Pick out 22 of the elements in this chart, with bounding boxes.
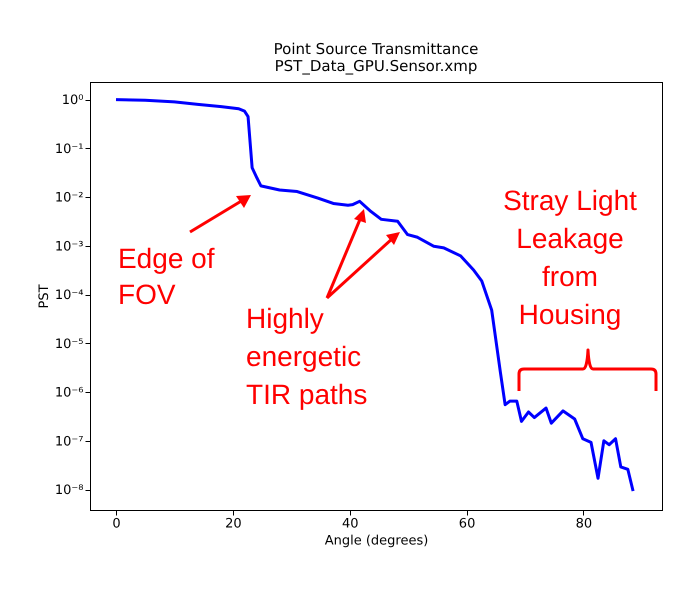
chart-title: Point Source Transmittance (274, 40, 478, 58)
chart-subtitle: PST_Data_GPU.Sensor.xmp (274, 57, 478, 75)
x-tick-label: 20 (225, 516, 242, 532)
y-tick-label: 10⁻⁴ (54, 288, 84, 304)
y-tick-label: 10⁻⁵ (54, 336, 84, 352)
annotation: Edge of FOV (118, 243, 215, 310)
y-tick-label: 10⁻² (54, 190, 84, 206)
y-tick-label: 10⁰ (62, 93, 84, 108)
x-tick-label: 80 (576, 516, 592, 532)
y-tick-label: 10⁻⁷ (54, 434, 84, 450)
y-tick-label: 10⁻¹ (54, 142, 84, 157)
x-tick-label: 60 (458, 516, 476, 532)
y-axis-title: PST (36, 284, 52, 309)
x-tick-label: 40 (342, 516, 358, 532)
y-tick-label: 10⁻³ (54, 239, 84, 254)
x-tick-label: 0 (112, 516, 121, 532)
annotation: Stray Light Leakage from Housing (503, 185, 638, 330)
annotation: Highly energetic TIR paths (246, 303, 368, 410)
x-axis-title: Angle (degrees) (324, 534, 428, 548)
line-series (114, 98, 635, 493)
y-tick-label: 10⁻⁶ (54, 386, 84, 401)
y-tick-label: 10⁻⁸ (54, 483, 84, 498)
